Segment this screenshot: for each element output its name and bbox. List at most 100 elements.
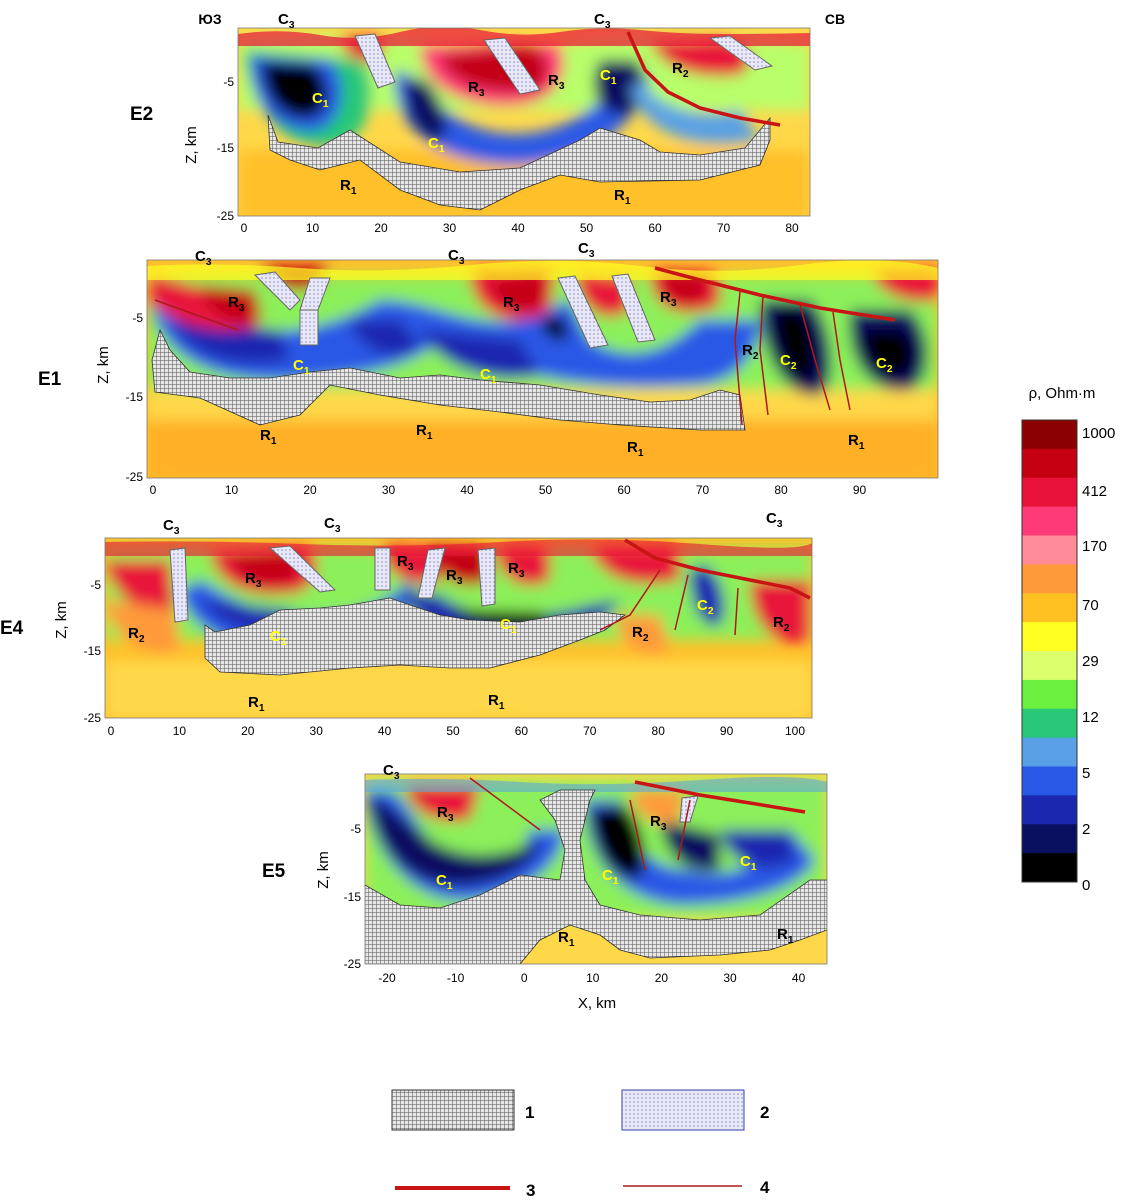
profile-e4-xtick: 50 — [446, 724, 460, 738]
legend-number-4: 4 — [760, 1178, 770, 1197]
legend — [391, 1089, 745, 1190]
colorbar-segment — [1022, 708, 1077, 739]
profile-e2-ytick: -5 — [223, 75, 234, 89]
profile-e5-zone-label: R1 — [777, 926, 794, 946]
profile-e4-zone-label: R3 — [508, 560, 525, 580]
profile-e2-zone-label: C1 — [428, 135, 445, 155]
colorbar-segment — [1022, 564, 1077, 594]
profile-e5-xtick: 40 — [792, 971, 806, 985]
profile-e5-zone-label: C1 — [740, 853, 757, 873]
profile-e4-xtick: 20 — [241, 724, 255, 738]
profile-e1-zone-label: R3 — [228, 294, 245, 314]
colorbar-segment — [1022, 651, 1077, 681]
profile-e1-ytick: -5 — [132, 311, 143, 325]
profile-e1-xtick: 40 — [460, 483, 474, 497]
profile-e5-xlabel: X, km — [578, 995, 616, 1012]
profile-e5-ytick: -15 — [344, 890, 362, 904]
profile-e1-xtick: 30 — [382, 483, 396, 497]
profile-e2-ylabel: Z, km — [183, 126, 200, 164]
profile-e1-xtick: 90 — [853, 483, 867, 497]
profile-e1-xtick: 10 — [225, 483, 239, 497]
profile-e4-zone-label: R1 — [488, 692, 505, 712]
profile-e4-xtick: 80 — [652, 724, 666, 738]
profile-e2-xtick: 10 — [306, 221, 320, 235]
colorbar — [1021, 419, 1078, 883]
profile-e5 — [364, 773, 828, 965]
legend-number-3: 3 — [526, 1181, 535, 1200]
profile-e4-ytick: -5 — [90, 578, 101, 592]
colorbar-segment — [1022, 593, 1077, 623]
colorbar-tick: 412 — [1082, 483, 1107, 500]
profile-e2-corner-left: ЮЗ — [198, 11, 221, 27]
colorbar-segment — [1022, 448, 1077, 479]
profile-e1-zone-label: R1 — [848, 432, 865, 452]
colorbar-segment — [1022, 420, 1077, 450]
colorbar-segment — [1022, 853, 1077, 883]
colorbar-segment — [1022, 679, 1077, 710]
colorbar-segment — [1022, 506, 1077, 536]
profile-e2-xtick: 50 — [580, 221, 594, 235]
legend-swatch-2 — [621, 1089, 745, 1131]
profile-e4-ylabel: Z, km — [53, 601, 70, 639]
profile-e4-xtick: 0 — [108, 724, 115, 738]
profile-e4-ytick: -25 — [84, 711, 102, 725]
profile-e4-zone-label: C1 — [500, 616, 517, 636]
profile-e2-zone-label: C1 — [312, 90, 329, 110]
colorbar-segment — [1022, 824, 1077, 854]
profile-e2-xtick: 30 — [443, 221, 457, 235]
profile-e4-xtick: 30 — [310, 724, 324, 738]
colorbar-tick: 1000 — [1082, 425, 1115, 442]
profile-e5-ytick: -25 — [344, 957, 362, 971]
profile-e4-xtick: 90 — [720, 724, 734, 738]
colorbar-tick: 12 — [1082, 709, 1099, 726]
profile-e1-ytick: -25 — [126, 470, 144, 484]
profile-e4-zone-label: C2 — [697, 597, 714, 617]
profile-e1-zone-label: C2 — [876, 355, 893, 375]
profile-e2 — [237, 27, 811, 217]
colorbar-segment — [1022, 622, 1077, 652]
legend-number-2: 2 — [760, 1103, 769, 1122]
colorbar-title: ρ, Ohm·m — [1029, 385, 1096, 402]
colorbar-tick: 5 — [1082, 765, 1090, 782]
profile-e2-zone-label: C1 — [600, 67, 617, 87]
profile-e1-xtick: 50 — [539, 483, 553, 497]
profile-e1-zone-label: R1 — [416, 422, 433, 442]
profile-e1-xtick: 70 — [696, 483, 710, 497]
colorbar-tick: 0 — [1082, 877, 1090, 894]
profile-e5-zone-label: R1 — [558, 929, 575, 949]
colorbar-tick: 29 — [1082, 653, 1099, 670]
colorbar-segment — [1022, 737, 1077, 767]
profile-e4-zone-label: R2 — [128, 625, 145, 645]
profile-e4-zone-label: C3 — [324, 515, 341, 535]
profile-e1-zone-label: C1 — [293, 357, 310, 377]
profile-e4-zone-label: R2 — [773, 614, 790, 634]
profile-e5-zone-label: R3 — [437, 804, 454, 824]
profile-e1-ylabel: Z, km — [95, 346, 112, 384]
profile-e4 — [104, 537, 813, 719]
profile-e2-zone-label: R3 — [548, 72, 565, 92]
profile-e4-zone-label: R2 — [632, 624, 649, 644]
profile-e4-zone-label: R3 — [397, 553, 414, 573]
profile-e4-zone-label: C1 — [270, 628, 287, 648]
profile-e1-zone-label: C1 — [480, 366, 497, 386]
profile-e1-id: E1 — [38, 369, 62, 390]
profile-e2-ytick: -25 — [217, 209, 235, 223]
profile-e5-xtick: 30 — [723, 971, 737, 985]
profile-e2-xtick: 20 — [374, 221, 388, 235]
profile-e2-zone-label: C3 — [594, 11, 611, 31]
profile-e5-zone-label: C1 — [602, 867, 619, 887]
profile-e2-xtick: 0 — [241, 221, 248, 235]
profile-e2-zone-label: R1 — [340, 177, 357, 197]
profile-e2-zone-label: R2 — [672, 60, 689, 80]
profile-e2-corner-right: СВ — [825, 11, 845, 27]
profile-e2-xtick: 70 — [717, 221, 731, 235]
profile-e2-xtick: 40 — [511, 221, 525, 235]
profile-e1-xtick: 0 — [150, 483, 157, 497]
profile-e1-zone-label: C3 — [195, 248, 212, 268]
profile-e1-ytick: -15 — [126, 390, 144, 404]
colorbar-tick: 170 — [1082, 538, 1107, 555]
profile-e1-xtick: 60 — [617, 483, 631, 497]
colorbar-frame — [1021, 419, 1078, 883]
profile-e4-xtick: 70 — [583, 724, 597, 738]
